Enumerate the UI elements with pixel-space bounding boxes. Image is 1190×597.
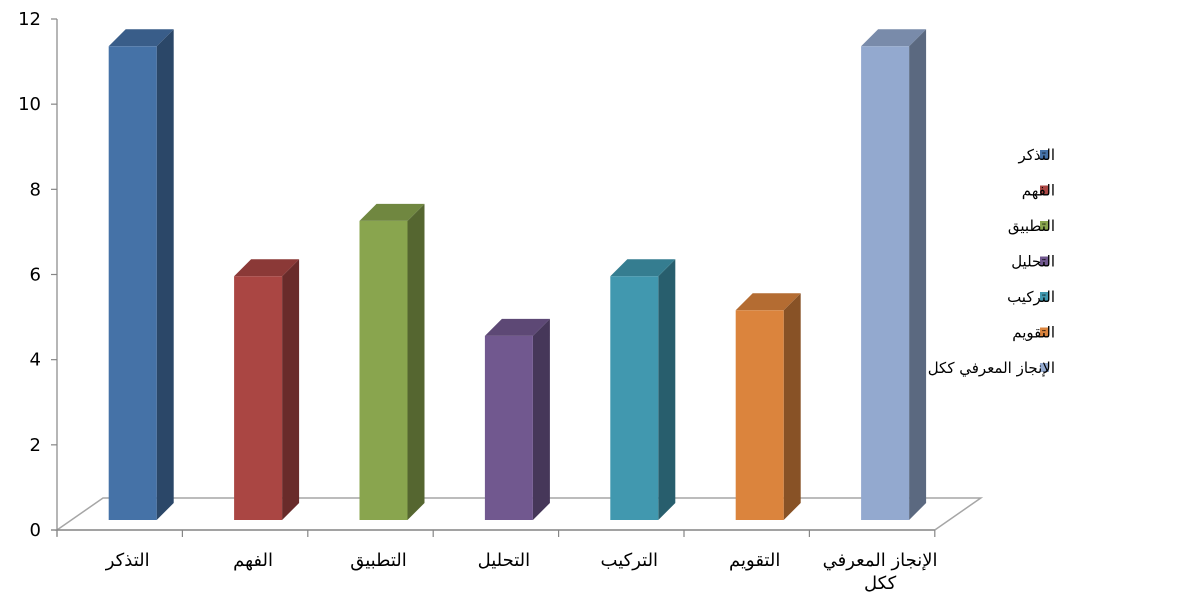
bar-front xyxy=(108,46,157,521)
bar xyxy=(861,29,927,521)
bar xyxy=(484,318,550,520)
legend-item: التركيب xyxy=(1007,288,1055,306)
bar-top xyxy=(735,293,801,311)
bars-group xyxy=(108,29,927,521)
legend-swatch xyxy=(1040,256,1049,266)
bar-front xyxy=(359,220,408,520)
legend-label: التقويم xyxy=(1012,324,1055,342)
legend-swatch xyxy=(1040,363,1049,372)
y-tick-labels: 0 2 4 6 8 10 12 xyxy=(18,9,57,541)
legend-item: الإنجاز المعرفي ككل xyxy=(928,359,1055,378)
x-tick-label: التقويم xyxy=(729,550,780,571)
y-tick-label: 8 xyxy=(30,179,41,200)
bar-side xyxy=(909,29,927,521)
bar-side xyxy=(783,293,801,520)
bar-top xyxy=(484,318,550,336)
x-tick-label: التحليل xyxy=(478,550,531,571)
x-tick-label: التطبيق xyxy=(350,550,407,571)
legend-swatch xyxy=(1040,327,1049,337)
y-tick-label: 4 xyxy=(30,350,41,371)
bar-front xyxy=(234,276,283,520)
bar xyxy=(735,293,801,520)
legend-item: الفهم xyxy=(1022,182,1055,200)
legend-swatch xyxy=(1040,221,1049,230)
bar-top xyxy=(108,29,174,47)
bar-front xyxy=(861,46,910,521)
bar-front xyxy=(610,276,659,520)
bar-front xyxy=(484,335,533,520)
legend-label: التحليل xyxy=(1011,253,1055,271)
bar-side xyxy=(156,29,174,521)
legend: التذكر الفهم التطبيق التحليل التركيب التقويم ا… xyxy=(928,146,1055,378)
bar xyxy=(108,29,174,521)
bar-top xyxy=(359,203,425,221)
legend-swatch xyxy=(1040,292,1049,301)
bar-front xyxy=(735,310,784,520)
bar xyxy=(359,203,425,520)
y-tick-label: 10 xyxy=(18,94,41,115)
bar-side xyxy=(658,259,676,520)
x-tick-label: الفهم xyxy=(233,550,273,571)
y-tick-label: 12 xyxy=(18,9,41,30)
legend-label: الإنجاز المعرفي ككل xyxy=(928,359,1055,378)
x-category-labels: التذكر الفهم التطبيق التحليل التركيب التقويم ا… xyxy=(105,550,938,594)
y-tick-label: 2 xyxy=(30,435,41,456)
x-tick-label: التركيب xyxy=(601,550,659,571)
bar xyxy=(610,259,676,520)
bar xyxy=(234,259,300,520)
legend-label: التركيب xyxy=(1007,288,1055,306)
legend-swatch xyxy=(1040,185,1049,195)
x-tick-label: الإنجاز المعرفي xyxy=(823,550,938,571)
x-tick-label: ككل xyxy=(864,573,897,594)
legend-item: التقويم xyxy=(1012,324,1055,342)
legend-label: الفهم xyxy=(1022,182,1055,200)
chart-axes xyxy=(51,19,936,537)
y-tick-label: 0 xyxy=(30,520,41,541)
legend-label: التطبيق xyxy=(1008,217,1055,235)
bar-top xyxy=(610,259,676,277)
bar-side xyxy=(532,318,550,520)
y-tick-label: 6 xyxy=(30,265,41,286)
x-tick-label: التذكر xyxy=(105,550,150,571)
legend-item: التطبيق xyxy=(1008,217,1055,235)
bar-side xyxy=(282,259,300,520)
legend-swatch xyxy=(1040,150,1049,159)
bar-top xyxy=(861,29,927,47)
legend-label: التذكر xyxy=(1017,146,1055,164)
bar-side xyxy=(407,203,425,520)
legend-item: التحليل xyxy=(1011,253,1055,271)
bar-top xyxy=(234,259,300,277)
legend-item: التذكر xyxy=(1017,146,1055,164)
